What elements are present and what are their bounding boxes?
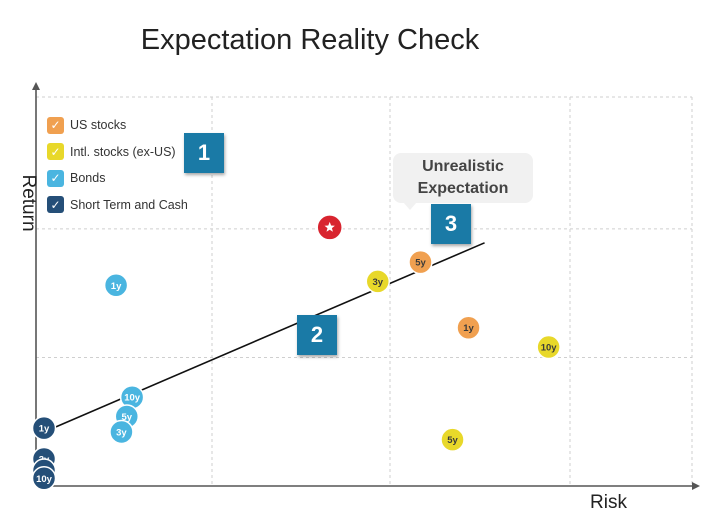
bubble-tail	[403, 202, 417, 210]
data-point	[109, 419, 134, 445]
checkbox-checked-icon[interactable]: ✓	[47, 196, 64, 214]
star-icon	[324, 221, 335, 232]
legend-label: US stocks	[70, 118, 127, 133]
legend-item-us-stocks[interactable]: ✓ US stocks	[47, 112, 188, 139]
callout-2: 2	[297, 315, 337, 355]
data-point-label: 1y	[39, 424, 50, 435]
data-point-label: 10y	[124, 393, 141, 404]
unrealistic-expectation-bubble: Unrealistic Expectation	[393, 153, 533, 203]
callout-1: 1	[184, 133, 224, 173]
y-axis-label: Return	[18, 174, 39, 232]
trend-line	[43, 242, 485, 433]
data-point-label: 10y	[541, 343, 558, 354]
checkbox-checked-icon[interactable]: ✓	[47, 143, 64, 161]
chart-title: Expectation Reality Check	[140, 24, 480, 56]
data-point-label: 5y	[415, 258, 426, 269]
y-axis-arrow	[32, 82, 40, 90]
data-point	[408, 249, 433, 275]
data-point	[103, 273, 129, 298]
data-point	[440, 427, 465, 452]
legend-label: Bonds	[70, 171, 106, 186]
x-axis-label: Risk	[590, 492, 627, 513]
legend-label: Short Term and Cash	[70, 197, 188, 212]
x-axis-arrow	[692, 482, 700, 490]
checkbox-checked-icon[interactable]: ✓	[47, 116, 64, 134]
data-point	[365, 269, 391, 294]
data-point-label: 1y	[463, 323, 474, 334]
data-point	[31, 466, 57, 491]
data-point-label: 10y	[36, 474, 53, 485]
legend-item-short-term-cash[interactable]: ✓ Short Term and Cash	[47, 192, 188, 219]
checkbox-checked-icon[interactable]: ✓	[47, 169, 64, 187]
callout-3: 3	[431, 204, 471, 244]
data-point-label: 5y	[447, 435, 458, 446]
legend: ✓ US stocks ✓ Intl. stocks (ex-US) ✓ Bon…	[47, 112, 188, 218]
data-point	[456, 315, 481, 340]
legend-item-bonds[interactable]: ✓ Bonds	[47, 165, 188, 192]
legend-label: Intl. stocks (ex-US)	[70, 144, 176, 159]
data-point	[31, 415, 57, 441]
data-point	[536, 334, 561, 360]
data-point-label: 3y	[372, 277, 383, 288]
data-point-label: 3y	[116, 427, 127, 438]
legend-item-intl-stocks[interactable]: ✓ Intl. stocks (ex-US)	[47, 139, 188, 166]
data-point-label: 1y	[111, 281, 122, 292]
data-point-label: 5y	[121, 412, 132, 423]
